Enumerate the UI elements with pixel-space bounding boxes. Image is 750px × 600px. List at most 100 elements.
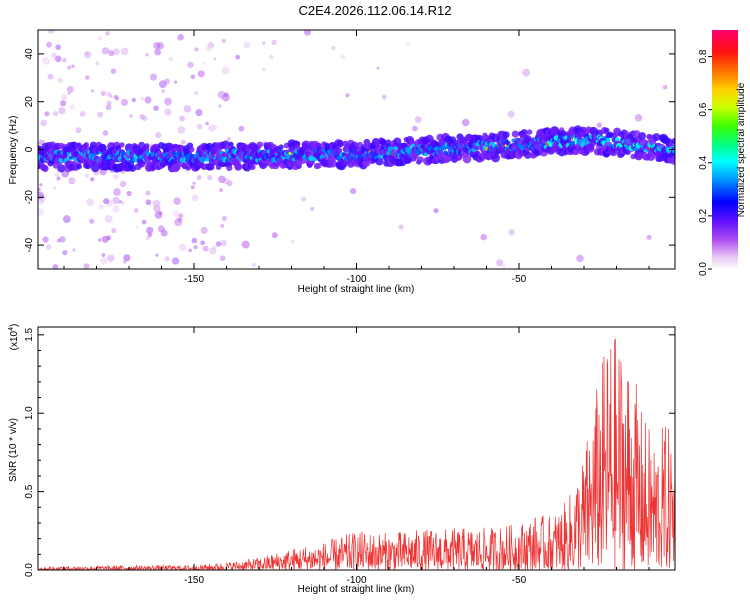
- spectrogram-cell: [119, 142, 125, 148]
- spectrogram-cell: [417, 156, 424, 163]
- spectrogram-cell: [507, 110, 515, 118]
- spectrogram-cell: [190, 185, 195, 190]
- spectrogram-cell: [195, 109, 203, 117]
- spectrogram-cell: [171, 257, 180, 265]
- spectrogram-cell: [502, 131, 510, 139]
- spectrogram-cell: [119, 180, 127, 188]
- spectrogram-cell: [54, 55, 62, 63]
- spectrogram-cell: [168, 56, 174, 62]
- spectrogram-cell: [290, 239, 295, 244]
- spectrogram-cell: [200, 240, 206, 246]
- spectrogram-cell: [59, 100, 67, 107]
- spectrogram-cell: [310, 206, 315, 211]
- spectrogram-cell: [144, 143, 150, 149]
- spectrogram-cell: [221, 215, 227, 222]
- spectrogram-cell: [110, 68, 117, 74]
- spectrogram-cell: [183, 105, 192, 113]
- spectrogram-cell: [194, 47, 199, 52]
- spectrogram-x-ticks: -150 -100 -50: [63, 30, 650, 285]
- spectrogram-cell: [191, 237, 198, 244]
- snr-x-tick-label: -100: [346, 575, 366, 586]
- svg-text:(x104): (x104): [8, 324, 20, 351]
- spectrogram-cell: [126, 190, 132, 197]
- spectrogram-cell: [262, 41, 266, 45]
- spectrogram-cell: [615, 137, 620, 142]
- colorbar-tick-label: 0.6: [698, 102, 709, 116]
- spectrogram-cell: [83, 51, 92, 59]
- spectrogram-cell: [161, 89, 166, 94]
- spectrogram-cell: [363, 159, 371, 167]
- spectrogram-cell: [47, 73, 54, 80]
- spectrogram-cell: [154, 205, 162, 212]
- spectrogram-cell: [249, 164, 256, 171]
- snr-x-ticks: -150 -100 -50: [63, 327, 650, 586]
- spectrogram-cell: [197, 70, 205, 78]
- spectrogram-cell: [38, 188, 41, 192]
- colorbar-tick-label: 0.8: [698, 49, 709, 63]
- spectrogram-cell: [190, 74, 196, 80]
- spectrogram-cell: [156, 42, 165, 50]
- spectrogram-cell: [194, 91, 199, 96]
- spectrogram-cell: [219, 255, 226, 262]
- spectrogram-cell: [278, 144, 284, 150]
- spectrogram-cell: [174, 218, 183, 227]
- spectrogram-cell: [40, 119, 47, 127]
- spectrogram-cell: [433, 208, 439, 214]
- colorbar-tick-label: 0.0: [698, 262, 709, 276]
- spectrogram-cell: [221, 38, 226, 43]
- snr-x-label: Height of straight line (km): [298, 584, 415, 595]
- spectrogram-cell: [60, 94, 68, 101]
- spectrogram-x-tick-label: -150: [184, 274, 204, 285]
- spectrogram-cell: [120, 98, 129, 106]
- spectrogram-cell: [107, 254, 115, 262]
- spectrogram-cell: [135, 225, 139, 230]
- spectrogram-cell: [44, 111, 50, 117]
- spectrogram-cell: [42, 236, 49, 243]
- spectrogram-cell: [176, 144, 186, 153]
- spectrogram-cell: [193, 244, 198, 250]
- spectrogram-cell: [603, 127, 610, 134]
- spectrogram-cell: [208, 247, 217, 255]
- spectrogram-cell: [605, 137, 611, 143]
- spectrogram-cell: [85, 75, 90, 80]
- snr-series-line: [38, 338, 675, 570]
- spectrogram-cell: [646, 234, 652, 240]
- spectrogram-cell: [95, 61, 100, 66]
- spectrogram-cell: [223, 92, 229, 97]
- spectrogram-cell: [118, 200, 123, 204]
- spectrogram-cell: [496, 259, 504, 267]
- spectrogram-cell: [336, 140, 344, 148]
- spectrogram-cell: [58, 107, 66, 115]
- spectrogram-cell: [251, 262, 256, 267]
- spectrogram-cell: [526, 129, 533, 135]
- snr-y-tick-label: 0.5: [24, 484, 35, 498]
- snr-x-tick-label: -50: [512, 575, 527, 586]
- spectrogram-cell: [375, 157, 384, 166]
- spectrogram-cell: [38, 191, 44, 200]
- spectrogram-cell: [256, 141, 263, 148]
- spectrogram-cell: [102, 130, 109, 136]
- spectrogram-y-tick-label: 0: [24, 146, 35, 152]
- spectrogram-y-label: Frequency (Hz): [8, 116, 19, 185]
- spectrogram-x-label: Height of straight line (km): [298, 284, 415, 295]
- spectrogram-cell: [42, 57, 50, 65]
- spectrogram-cell: [480, 233, 487, 241]
- spectrogram-cell: [652, 133, 661, 142]
- spectrogram-cell: [502, 264, 506, 268]
- spectrogram-cell: [205, 121, 209, 126]
- spectrogram-cell: [177, 34, 184, 41]
- spectrogram-cell: [68, 177, 76, 185]
- spectrogram-cell: [97, 238, 102, 242]
- spectrogram-cell: [185, 153, 192, 160]
- spectrogram-cell: [153, 105, 159, 111]
- spectrogram-cell: [62, 215, 71, 224]
- spectrogram-cell: [131, 97, 137, 103]
- colorbar: 0.0 0.2 0.4 0.6 0.8 Normalized spectral ampl…: [698, 30, 747, 276]
- spectrogram-cell: [634, 114, 643, 122]
- spectrogram-cell: [172, 210, 180, 218]
- spectrogram-cell: [39, 183, 43, 187]
- spectrogram-cell: [218, 175, 226, 184]
- spectrogram-cell: [271, 39, 277, 46]
- spectrogram-y-tick-label: 40: [24, 48, 35, 60]
- snr-y-label: SNR (10 * v/v): [8, 418, 19, 482]
